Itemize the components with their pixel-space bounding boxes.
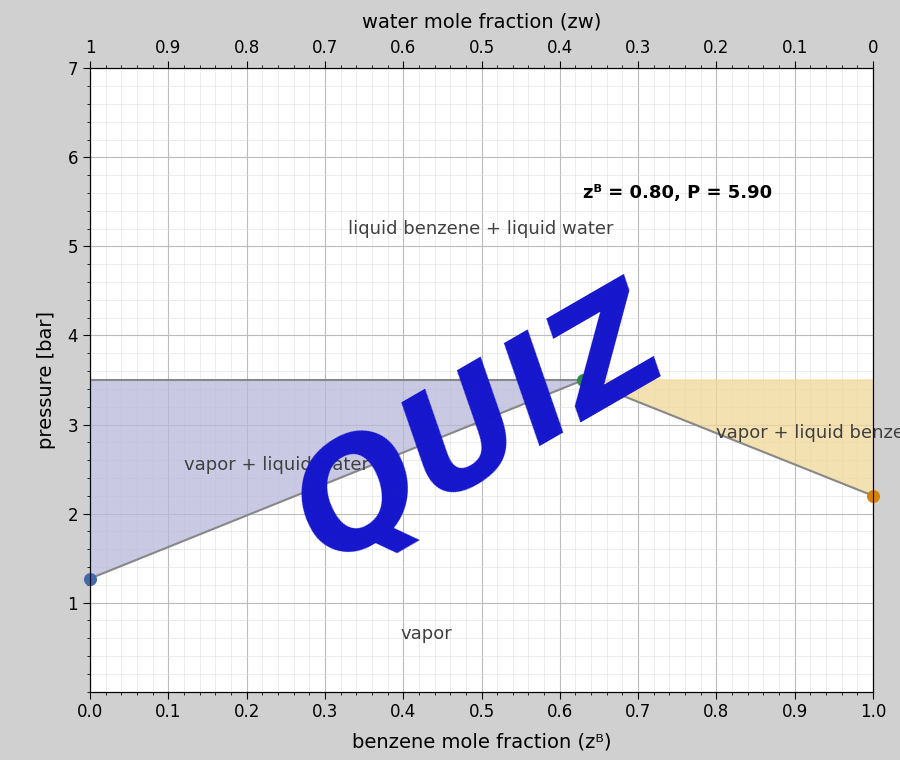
Text: QUIZ: QUIZ [272,268,691,591]
Y-axis label: pressure [bar]: pressure [bar] [38,311,57,449]
X-axis label: benzene mole fraction (zᴮ): benzene mole fraction (zᴮ) [352,733,611,752]
Text: vapor: vapor [400,625,453,643]
Point [866,489,880,502]
Polygon shape [90,380,583,578]
Text: vapor + liquid water: vapor + liquid water [184,455,369,473]
Text: vapor + liquid benzene: vapor + liquid benzene [716,424,900,442]
X-axis label: water mole fraction (zᴡ): water mole fraction (zᴡ) [362,12,601,31]
Point [83,572,97,584]
Text: zᴮ = 0.80, P = 5.90: zᴮ = 0.80, P = 5.90 [583,184,772,202]
Point [576,374,590,386]
Polygon shape [583,380,873,496]
Text: liquid benzene + liquid water: liquid benzene + liquid water [348,220,614,238]
